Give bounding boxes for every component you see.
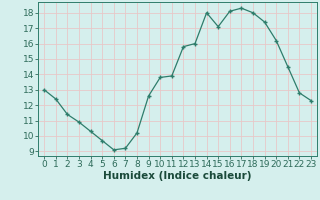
X-axis label: Humidex (Indice chaleur): Humidex (Indice chaleur) [103,171,252,181]
